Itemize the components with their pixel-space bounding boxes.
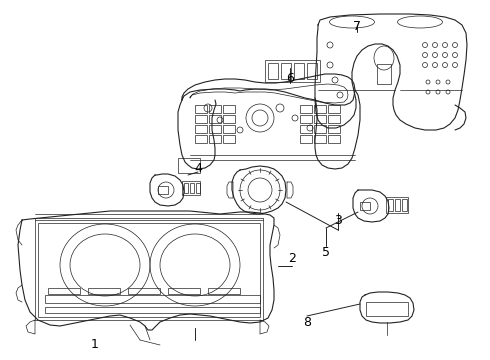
Bar [223,125,235,133]
Bar [195,115,207,123]
Bar [386,197,408,213]
Bar [300,115,312,123]
Text: 6: 6 [286,72,294,85]
Text: 1: 1 [91,338,99,351]
Bar [328,115,340,123]
Bar [395,199,400,211]
Text: 7: 7 [353,19,361,32]
Bar [88,288,120,294]
Bar [223,105,235,113]
Bar [300,125,312,133]
Bar [209,115,221,123]
Bar [300,135,312,143]
Bar [366,302,408,316]
Bar [35,220,263,320]
Bar [209,105,221,113]
Bar [195,125,207,133]
Bar [223,115,235,123]
Bar [377,64,391,84]
Bar [265,60,320,82]
Bar [328,125,340,133]
Bar [328,135,340,143]
Bar [190,183,194,193]
Bar [314,105,326,113]
Bar [402,199,407,211]
Bar [184,183,188,193]
Text: 3: 3 [334,213,342,226]
Bar [209,125,221,133]
Bar [178,158,200,173]
Bar [158,186,168,194]
Bar [294,63,304,79]
Bar [314,115,326,123]
Bar [281,63,291,79]
Bar [328,105,340,113]
Bar [388,199,393,211]
Bar [314,135,326,143]
Bar [45,307,260,313]
Bar [128,288,160,294]
Bar [195,105,207,113]
Bar [45,295,260,303]
Text: 5: 5 [322,246,330,258]
Bar [182,181,200,195]
Bar [307,63,317,79]
Bar [223,135,235,143]
Bar [360,202,370,210]
Bar [196,183,200,193]
Bar [268,63,278,79]
Bar [48,288,80,294]
Bar [300,105,312,113]
Bar [195,135,207,143]
Text: 2: 2 [288,252,296,265]
Bar [168,288,200,294]
Bar [208,288,240,294]
Bar [209,135,221,143]
Text: 8: 8 [303,315,311,328]
Bar [38,223,260,317]
Bar [314,125,326,133]
Text: 4: 4 [194,162,202,175]
